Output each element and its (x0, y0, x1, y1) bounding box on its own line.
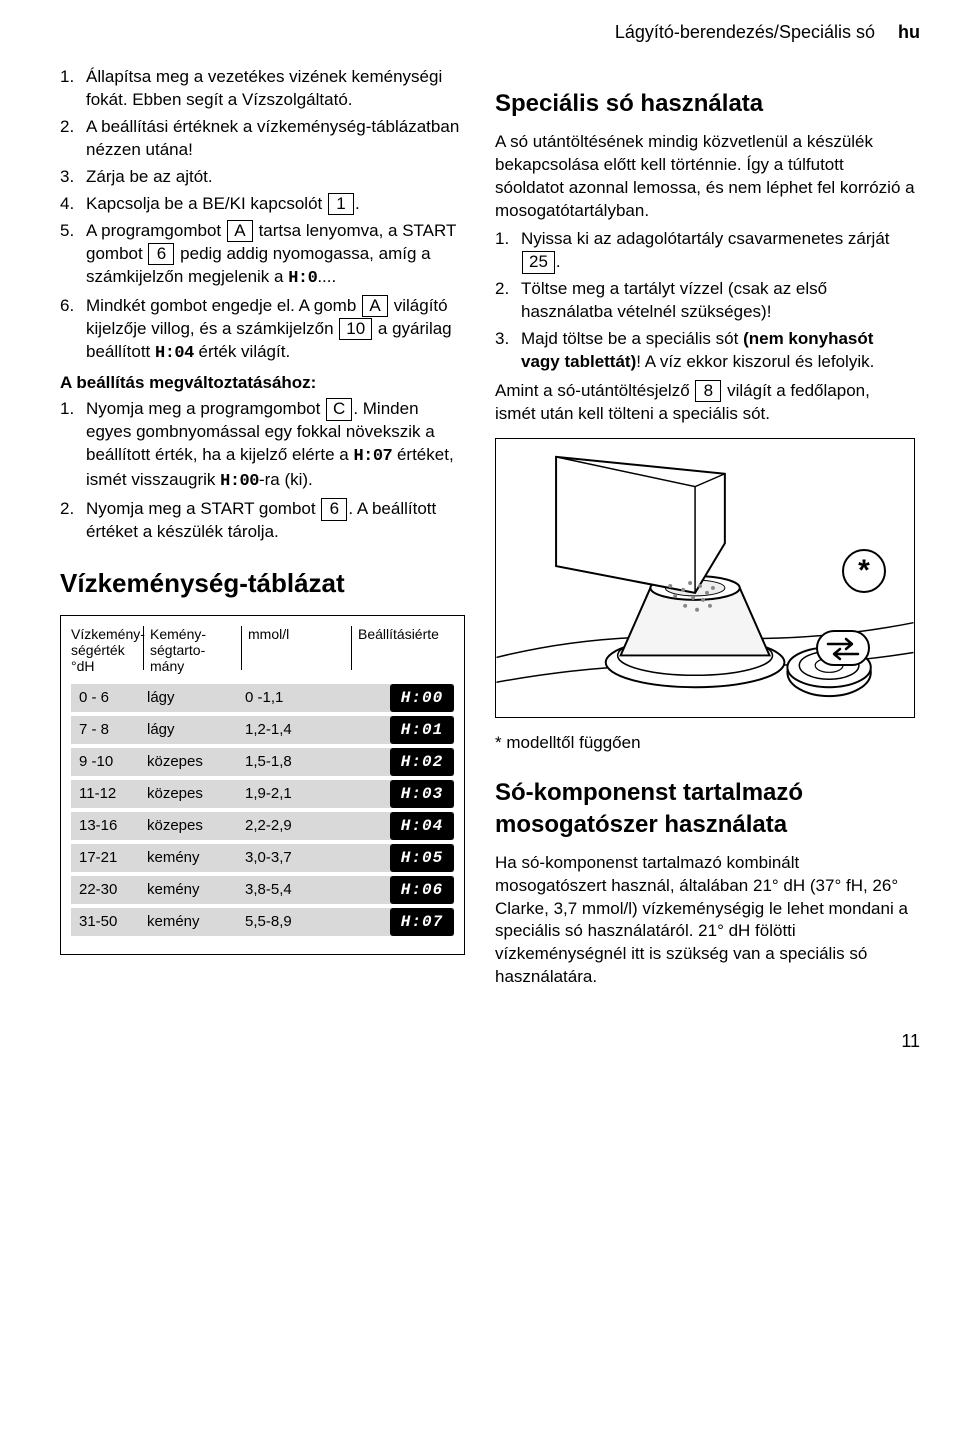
td-range: kemény (143, 848, 241, 868)
td-mmol: 1,2-1,4 (241, 720, 331, 740)
td-code: H:01 (390, 716, 454, 744)
table-header-row: Vízkemény-ségérték°dH Kemény-ségtarto-má… (71, 626, 454, 674)
salt-intro: A só utántöltésének mindig közvetlenül a… (495, 131, 915, 223)
td-code: H:07 (390, 908, 454, 936)
detergent-body: Ha só-komponenst tartalmazó kombinált mo… (495, 852, 915, 990)
list-item: 5.A programgombot A tartsa lenyomva, a S… (60, 220, 465, 291)
right-column: Speciális só használata A só utántöltésé… (495, 66, 915, 989)
hardness-table: Vízkemény-ségérték°dH Kemény-ségtarto-má… (60, 615, 465, 955)
table-row: 0 - 6lágy0 -1,1 H:00 (71, 684, 454, 712)
instruction-list-2: 1.Nyomja meg a programgombot C. Minden e… (60, 398, 465, 544)
td-range: közepes (143, 752, 241, 772)
subheading: A beállítás megváltoztatásához: (60, 372, 465, 395)
td-dh: 17-21 (71, 848, 143, 868)
table-row: 9 -10közepes1,5-1,8 H:02 (71, 748, 454, 776)
list-item: 2.A beállítási értéknek a vízkeménység-t… (60, 116, 465, 162)
td-range: lágy (143, 688, 241, 708)
table-row: 7 - 8lágy1,2-1,4 H:01 (71, 716, 454, 744)
table-body: 0 - 6lágy0 -1,1 H:00 7 - 8lágy1,2-1,4 H:01 9… (71, 684, 454, 936)
section-title: Lágyító-berendezés/Speciális só (615, 22, 875, 42)
table-row: 31-50kemény5,5-8,9 H:07 (71, 908, 454, 936)
footnote-star-icon: * (842, 549, 886, 593)
th-dh: Vízkemény-ségérték°dH (71, 626, 143, 674)
list-item: 1.Nyomja meg a programgombot C. Minden e… (60, 398, 465, 494)
list-item: 2.Nyomja meg a START gombot 6. A beállít… (60, 498, 465, 544)
td-mmol: 5,5-8,9 (241, 912, 331, 932)
td-range: kemény (143, 912, 241, 932)
swap-arrows-icon (816, 630, 870, 673)
td-mmol: 1,5-1,8 (241, 752, 331, 772)
td-code: H:05 (390, 844, 454, 872)
list-item: 3.Majd töltse be a speciális sót (nem ko… (495, 328, 915, 374)
th-setting: Beállításiérte (351, 626, 454, 670)
th-range: Kemény-ségtarto-mány (143, 626, 241, 670)
td-dh: 9 -10 (71, 752, 143, 772)
td-dh: 11-12 (71, 784, 143, 804)
td-code: H:06 (390, 876, 454, 904)
list-item: 6.Mindkét gombot engedje el. A gomb A vi… (60, 295, 465, 366)
td-range: kemény (143, 880, 241, 900)
lang-code: hu (898, 22, 920, 42)
page-number: 11 (60, 1029, 920, 1053)
table-row: 13-16közepes2,2-2,9 H:04 (71, 812, 454, 840)
footnote-text: * modelltől függően (495, 732, 915, 755)
list-item: 2.Töltse meg a tartályt vízzel (csak az … (495, 278, 915, 324)
td-dh: 0 - 6 (71, 688, 143, 708)
td-dh: 7 - 8 (71, 720, 143, 740)
salt-heading: Speciális só használata (495, 88, 915, 120)
list-item: 1.Állapítsa meg a vezetékes vizének kemé… (60, 66, 465, 112)
list-item: 3.Zárja be az ajtót. (60, 166, 465, 189)
td-dh: 22-30 (71, 880, 143, 900)
td-mmol: 2,2-2,9 (241, 816, 331, 836)
table-row: 22-30kemény3,8-5,4 H:06 (71, 876, 454, 904)
td-range: közepes (143, 784, 241, 804)
td-mmol: 3,0-3,7 (241, 848, 331, 868)
table-row: 11-12közepes1,9-2,1 H:03 (71, 780, 454, 808)
td-code: H:00 (390, 684, 454, 712)
td-code: H:03 (390, 780, 454, 808)
left-column: 1.Állapítsa meg a vezetékes vizének kemé… (60, 66, 465, 989)
list-item: 4.Kapcsolja be a BE/KI kapcsolót 1. (60, 193, 465, 216)
td-range: közepes (143, 816, 241, 836)
salt-figure: * (495, 438, 915, 718)
td-mmol: 1,9-2,1 (241, 784, 331, 804)
td-code: H:04 (390, 812, 454, 840)
salt-steps: 1.Nyissa ki az adagolótartály csavarmene… (495, 228, 915, 374)
td-code: H:02 (390, 748, 454, 776)
td-dh: 13-16 (71, 816, 143, 836)
table-row: 17-21kemény3,0-3,7 H:05 (71, 844, 454, 872)
td-mmol: 0 -1,1 (241, 688, 331, 708)
td-dh: 31-50 (71, 912, 143, 932)
salt-after: Amint a só-utántöltésjelző 8 világít a f… (495, 380, 915, 426)
td-range: lágy (143, 720, 241, 740)
detergent-heading: Só-komponenst tartalmazó mosogatószer ha… (495, 777, 915, 842)
table-title: Vízkeménység-táblázat (60, 566, 465, 601)
td-mmol: 3,8-5,4 (241, 880, 331, 900)
list-item: 1.Nyissa ki az adagolótartály csavarmene… (495, 228, 915, 274)
instruction-list-1: 1.Állapítsa meg a vezetékes vizének kemé… (60, 66, 465, 365)
page-header: Lágyító-berendezés/Speciális só hu (60, 20, 920, 44)
th-mmol: mmol/l (241, 626, 351, 670)
